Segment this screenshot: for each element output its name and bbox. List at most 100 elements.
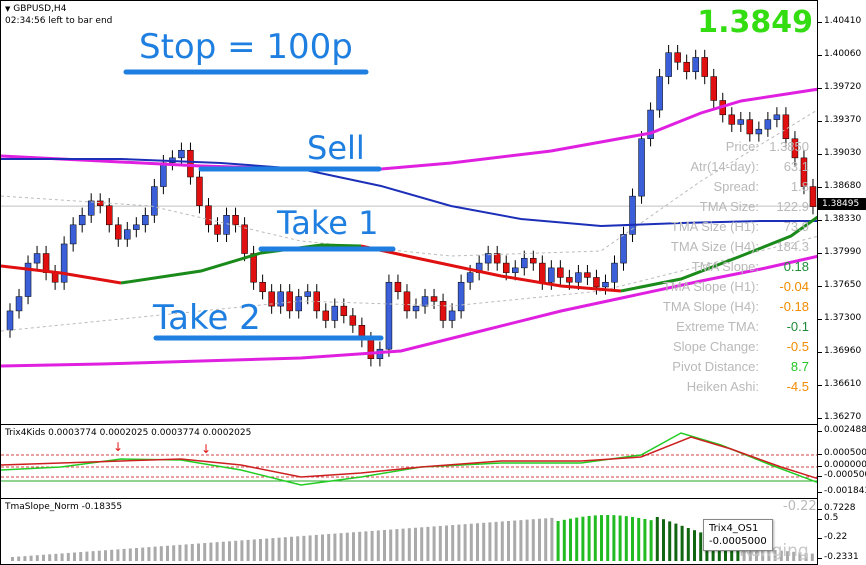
bearish-candle bbox=[214, 224, 221, 235]
tma-down-segment bbox=[1, 264, 122, 285]
bullish-candle bbox=[295, 296, 302, 312]
slope-histogram-bar bbox=[283, 537, 287, 561]
trix-signal-arrow-icon: ↓ bbox=[201, 442, 211, 456]
bullish-candle bbox=[647, 109, 654, 139]
trix-axis-tick-mark bbox=[818, 492, 822, 493]
info-value: -4.5 bbox=[786, 379, 809, 394]
slope-histogram-bar bbox=[271, 538, 275, 561]
slope-histogram-bar bbox=[234, 540, 238, 561]
slope-histogram-bar bbox=[755, 548, 758, 561]
info-row: Pivot Distance: 8.7 bbox=[672, 359, 809, 374]
slope-histogram-bar bbox=[575, 517, 579, 561]
inner-upper-band bbox=[1, 109, 817, 257]
info-value: -0.5 bbox=[786, 339, 809, 354]
price-axis-tick-mark bbox=[818, 220, 822, 221]
info-label: Atr(14-day): bbox=[690, 159, 759, 174]
bearish-candle bbox=[530, 258, 537, 264]
slope-histogram-bar bbox=[358, 531, 362, 561]
price-axis-tick-label: 1.37650 bbox=[824, 280, 862, 290]
current-price-box: 1.38495 bbox=[818, 198, 866, 210]
price-axis-tick-mark bbox=[818, 385, 822, 386]
bullish-candle bbox=[737, 119, 745, 125]
bullish-candle bbox=[773, 114, 781, 120]
current-price-display: 1.3849 bbox=[697, 5, 813, 40]
trix-indicator-pane[interactable]: ↓ ↓ Trix4Kids 0.0003774 0.0002025 0.00037… bbox=[0, 424, 818, 499]
info-value: -0.04 bbox=[779, 279, 809, 294]
tma-up-segment bbox=[120, 243, 362, 285]
inner-lower-band bbox=[1, 235, 817, 332]
slope-histogram-bar bbox=[463, 524, 467, 561]
price-axis-tick-label: 1.36270 bbox=[824, 412, 862, 422]
slope-histogram-bar bbox=[513, 520, 517, 561]
slope-histogram-bar bbox=[587, 515, 591, 561]
bearish-candle bbox=[502, 262, 510, 273]
price-axis-tick-mark bbox=[818, 121, 822, 122]
bullish-candle bbox=[548, 267, 555, 283]
slope-histogram-bar bbox=[779, 550, 783, 561]
bullish-candle bbox=[692, 57, 699, 73]
trix-axis-tick-label: 0.0005000 bbox=[824, 448, 866, 458]
main-chart-pane[interactable]: ▼ GBPUSD,H4 02:34:56 left to bar end 1.3… bbox=[0, 0, 818, 425]
price-axis-tick-mark bbox=[818, 418, 822, 419]
bullish-candle bbox=[24, 262, 32, 297]
slope-histogram-bar bbox=[333, 533, 337, 561]
info-label: Spread: bbox=[713, 179, 759, 194]
slope-histogram-bar bbox=[488, 522, 492, 561]
slope-histogram-bar bbox=[11, 557, 14, 561]
slope-histogram-bar bbox=[327, 534, 331, 561]
take1-annotation: Take 1 bbox=[277, 204, 379, 242]
info-row: Price: 1.3850 bbox=[726, 139, 809, 154]
bullish-candle bbox=[755, 128, 763, 135]
slope-histogram-bar bbox=[110, 549, 114, 561]
slope-histogram-bar bbox=[624, 516, 628, 561]
info-label: TMA Size: bbox=[699, 199, 759, 214]
bullish-candle bbox=[223, 215, 230, 235]
slope-axis-tick-mark bbox=[818, 509, 822, 510]
bullish-candle bbox=[87, 200, 95, 216]
tooltip-value: -0.0005000 bbox=[709, 536, 767, 547]
slope-histogram-bar bbox=[376, 530, 380, 561]
bearish-candle bbox=[322, 310, 330, 321]
slope-histogram-bar bbox=[798, 552, 802, 561]
slope-histogram-bar bbox=[804, 553, 808, 561]
trix-axis: 0.0024884 0.0005000 0.0000000-0.0005000 -0.… bbox=[818, 424, 866, 499]
take2-annotation: Take 2 bbox=[153, 298, 261, 338]
collapse-arrow-icon[interactable]: ▼ bbox=[5, 5, 11, 13]
trix-axis-tick-mark bbox=[818, 476, 822, 477]
tma-down-segment bbox=[360, 244, 622, 293]
slope-histogram-bar bbox=[215, 542, 219, 561]
slope-histogram-bar bbox=[773, 550, 777, 561]
slope-axis-tick-mark bbox=[818, 558, 822, 559]
trix-chart: ↓ ↓ bbox=[1, 432, 817, 486]
slope-histogram-bar bbox=[221, 541, 225, 561]
bearish-candle bbox=[493, 253, 501, 264]
slope-histogram-bar bbox=[209, 542, 213, 561]
bullish-candle bbox=[602, 281, 609, 288]
slope-axis-tick-label: -0.2331 bbox=[824, 552, 859, 562]
slope-histogram-bar bbox=[569, 518, 572, 561]
tma-slope-pane[interactable]: TmaSlope_Norm -0.18355 -0.22 Ranging bbox=[0, 498, 818, 565]
bullish-candle bbox=[60, 243, 68, 283]
bullish-candle bbox=[304, 291, 311, 297]
info-row: Spread: 1.8 bbox=[713, 179, 809, 194]
info-value: 1.3850 bbox=[769, 139, 809, 154]
price-axis-tick-mark bbox=[818, 253, 822, 254]
slope-histogram-bar bbox=[73, 552, 76, 561]
blue-moving-average bbox=[1, 158, 817, 228]
candlestick-chart bbox=[1, 45, 817, 368]
price-axis-tick-label: 1.36960 bbox=[824, 346, 862, 356]
price-axis-tick-mark bbox=[818, 88, 822, 89]
slope-histogram-bar bbox=[339, 533, 343, 561]
slope-histogram-bar bbox=[302, 535, 306, 561]
slope-histogram-bar bbox=[420, 527, 424, 561]
bullish-candle bbox=[511, 267, 519, 273]
slope-axis-tick-label: -0.22 bbox=[824, 532, 848, 542]
bearish-candle bbox=[430, 296, 438, 302]
slope-histogram-bar bbox=[519, 520, 523, 561]
trix-axis-tick-mark bbox=[818, 431, 822, 432]
bearish-candle bbox=[268, 291, 275, 307]
bullish-candle bbox=[457, 281, 465, 312]
info-row: TMA Size (H1): 73.9 bbox=[671, 219, 809, 234]
slope-histogram-bar bbox=[655, 517, 659, 561]
slope-histogram-bar bbox=[432, 526, 436, 561]
